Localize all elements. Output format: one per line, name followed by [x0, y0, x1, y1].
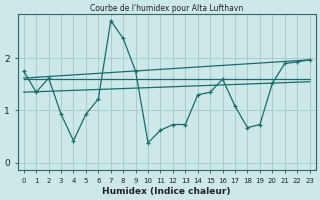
X-axis label: Humidex (Indice chaleur): Humidex (Indice chaleur)	[102, 187, 231, 196]
Title: Courbe de l'humidex pour Alta Lufthavn: Courbe de l'humidex pour Alta Lufthavn	[90, 4, 243, 13]
